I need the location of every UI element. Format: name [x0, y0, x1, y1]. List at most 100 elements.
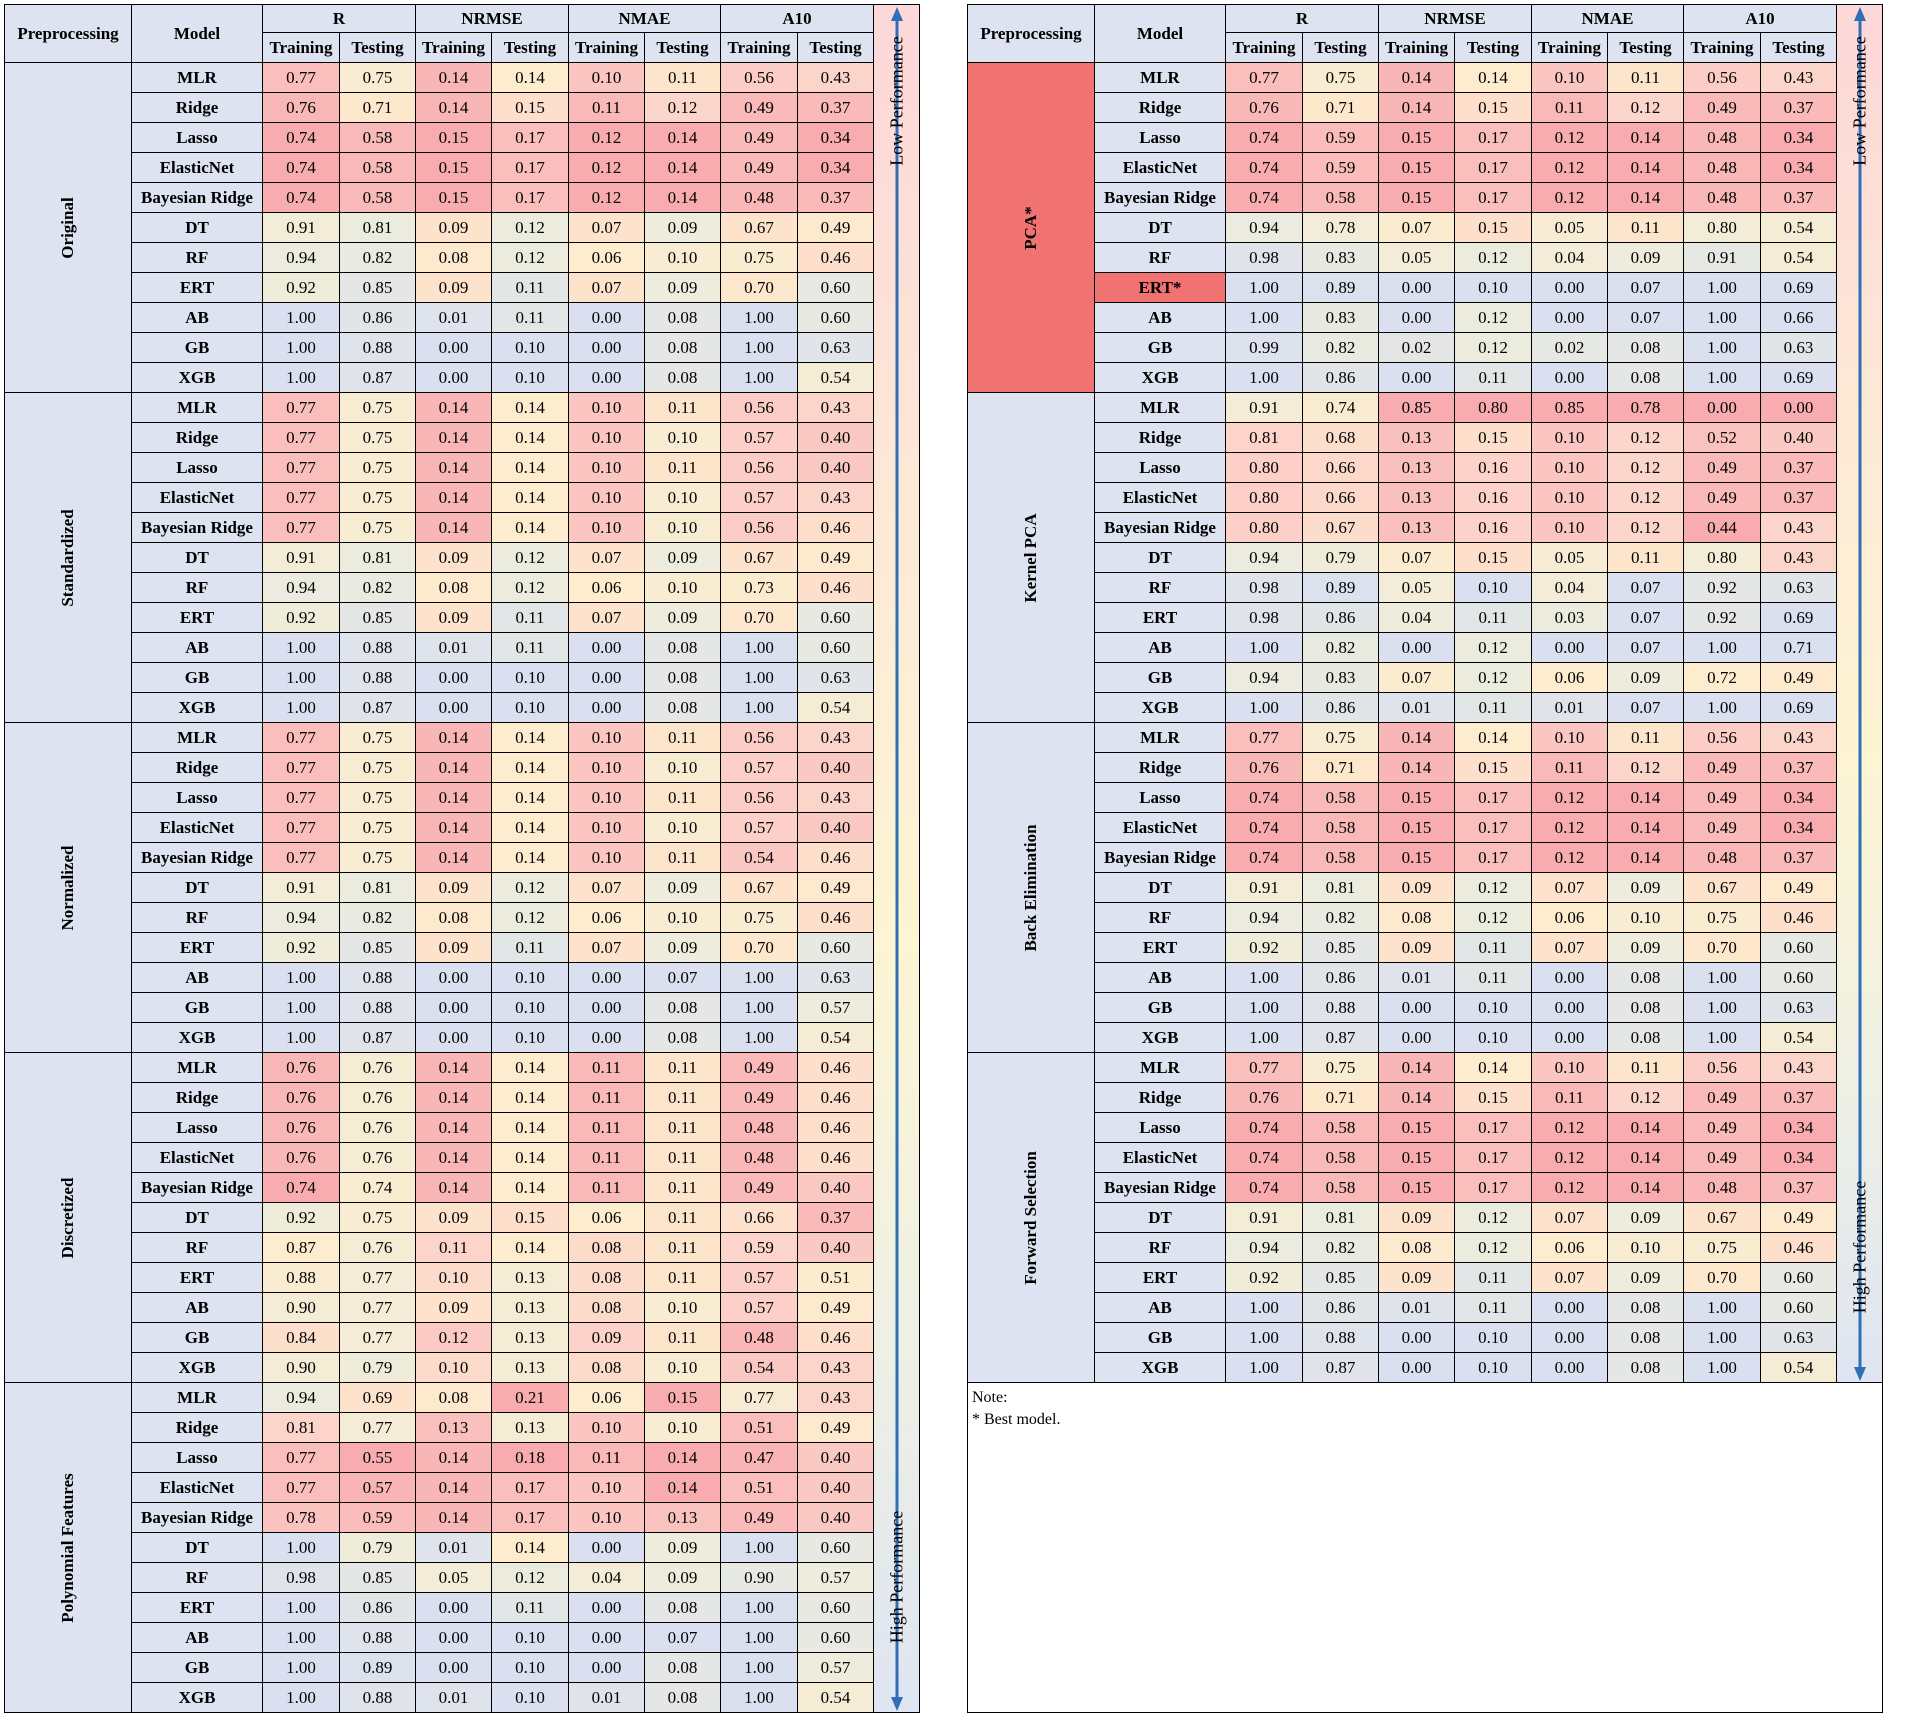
- metric-value: 0.14: [1378, 62, 1455, 93]
- metric-value: 0.88: [262, 1262, 340, 1293]
- metric-value: 0.75: [339, 842, 416, 873]
- metric-value: 0.00: [568, 1022, 645, 1053]
- table-row: ElasticNet 0.77 0.75 0.14 0.14 0.10 0.10 0.57 0.…: [5, 812, 920, 843]
- metric-value: 0.57: [720, 422, 798, 453]
- metric-value: 0.16: [1454, 452, 1532, 483]
- metric-value: 0.70: [720, 932, 798, 963]
- metric-value: 0.06: [568, 902, 645, 933]
- metric-value: 0.01: [415, 632, 492, 663]
- metric-value: 0.34: [797, 122, 874, 153]
- metric-value: 0.94: [262, 572, 340, 603]
- metric-value: 0.74: [1225, 1172, 1303, 1203]
- model-name: DT: [131, 872, 263, 903]
- metric-value: 0.15: [1454, 1082, 1532, 1113]
- metric-value: 0.10: [491, 692, 569, 723]
- metric-value: 1.00: [1225, 302, 1303, 333]
- metric-value: 0.37: [1760, 182, 1837, 213]
- metric-value: 0.34: [1760, 1112, 1837, 1143]
- metric-value: 0.14: [491, 1052, 569, 1083]
- metric-value: 0.49: [1683, 452, 1761, 483]
- metric-value: 0.14: [415, 62, 492, 93]
- metric-value: 0.75: [339, 752, 416, 783]
- metric-value: 0.14: [491, 752, 569, 783]
- header-testing: Testing: [1454, 32, 1532, 63]
- metric-value: 0.49: [1683, 752, 1761, 783]
- metric-value: 1.00: [720, 1622, 798, 1653]
- metric-value: 0.10: [1454, 1322, 1532, 1353]
- header-testing: Testing: [339, 32, 416, 63]
- metric-value: 0.09: [1378, 1202, 1455, 1233]
- metric-value: 0.05: [1531, 542, 1608, 573]
- metric-value: 0.15: [1454, 542, 1532, 573]
- metric-value: 0.49: [720, 152, 798, 183]
- metric-value: 0.11: [568, 1142, 645, 1173]
- header-training: Training: [1531, 32, 1608, 63]
- metric-value: 0.71: [1302, 752, 1379, 783]
- metric-value: 0.49: [1683, 812, 1761, 843]
- metric-value: 0.34: [1760, 1142, 1837, 1173]
- metric-value: 0.13: [1378, 452, 1455, 483]
- metric-value: 0.07: [1531, 1202, 1608, 1233]
- model-name: AB: [131, 302, 263, 333]
- metric-value: 0.05: [1378, 242, 1455, 273]
- metric-value: 0.56: [1683, 1052, 1761, 1083]
- metric-value: 0.17: [1454, 152, 1532, 183]
- metric-value: 0.10: [491, 662, 569, 693]
- metric-value: 0.71: [1302, 1082, 1379, 1113]
- metric-value: 0.87: [339, 1022, 416, 1053]
- metric-value: 0.07: [568, 272, 645, 303]
- metric-value: 0.00: [1378, 362, 1455, 393]
- metric-value: 0.03: [1531, 602, 1608, 633]
- metric-value: 0.82: [339, 902, 416, 933]
- metric-value: 0.80: [1225, 512, 1303, 543]
- metric-value: 1.00: [720, 662, 798, 693]
- preprocessing-label: Original: [58, 196, 77, 259]
- metric-value: 1.00: [720, 302, 798, 333]
- metric-value: 0.12: [1454, 332, 1532, 363]
- metric-value: 1.00: [1225, 1022, 1303, 1053]
- metric-value: 0.34: [1760, 782, 1837, 813]
- model-name: ERT: [1094, 1262, 1226, 1293]
- metric-value: 0.14: [1378, 752, 1455, 783]
- metric-value: 0.07: [1607, 692, 1684, 723]
- table-row: Ridge 0.76 0.76 0.14 0.14 0.11 0.11 0.49 0.46: [5, 1082, 920, 1113]
- metric-value: 0.99: [1225, 332, 1303, 363]
- metric-value: 1.00: [1683, 1292, 1761, 1323]
- metric-value: 0.60: [797, 602, 874, 633]
- metric-value: 0.12: [1607, 92, 1684, 123]
- metric-value: 0.74: [1225, 842, 1303, 873]
- metric-value: 0.10: [644, 812, 721, 843]
- metric-value: 0.15: [491, 1202, 569, 1233]
- metric-value: 0.72: [1683, 662, 1761, 693]
- table-row: RF 0.98 0.83 0.05 0.12 0.04 0.09 0.91 0.54: [968, 242, 1883, 273]
- metric-value: 0.00: [415, 1022, 492, 1053]
- metric-value: 0.10: [1454, 272, 1532, 303]
- model-name: Ridge: [1094, 422, 1226, 453]
- metric-value: 0.14: [415, 512, 492, 543]
- metric-value: 0.10: [644, 1352, 721, 1383]
- metric-value: 0.14: [1607, 1112, 1684, 1143]
- metric-value: 0.00: [1531, 992, 1608, 1023]
- metric-value: 0.78: [1607, 392, 1684, 423]
- metric-value: 0.88: [339, 992, 416, 1023]
- metric-value: 0.11: [1454, 1292, 1532, 1323]
- metric-value: 0.14: [1378, 722, 1455, 753]
- metric-value: 0.43: [797, 1352, 874, 1383]
- model-name: ERT: [131, 602, 263, 633]
- header-metric-nrmse: NRMSE: [1378, 4, 1532, 33]
- metric-value: 0.14: [415, 1082, 492, 1113]
- metric-value: 0.12: [1607, 482, 1684, 513]
- metric-value: 0.77: [1225, 722, 1303, 753]
- metric-value: 0.98: [1225, 242, 1303, 273]
- metric-value: 0.58: [339, 122, 416, 153]
- table-row: RF 0.98 0.89 0.05 0.10 0.04 0.07 0.92 0.63: [968, 572, 1883, 603]
- table-row: ElasticNet 0.74 0.59 0.15 0.17 0.12 0.14 0.48 0.…: [968, 152, 1883, 183]
- metric-value: 0.71: [339, 92, 416, 123]
- metric-value: 0.11: [1531, 752, 1608, 783]
- table-row: ElasticNet 0.74 0.58 0.15 0.17 0.12 0.14 0.49 0.…: [968, 812, 1883, 843]
- metric-value: 0.63: [797, 662, 874, 693]
- metric-value: 0.14: [644, 182, 721, 213]
- model-name: DT: [1094, 212, 1226, 243]
- metric-value: 0.92: [1225, 932, 1303, 963]
- metric-value: 0.08: [1607, 1292, 1684, 1323]
